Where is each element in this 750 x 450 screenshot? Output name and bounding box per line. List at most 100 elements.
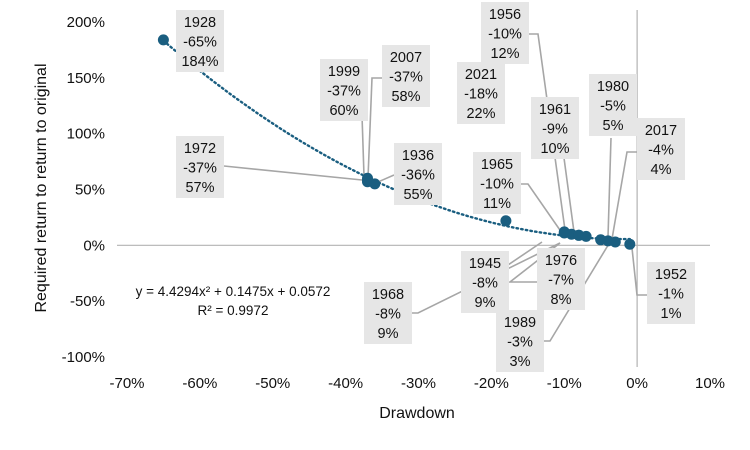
x-axis-title: Drawdown: [379, 405, 455, 422]
x-tick-label: -50%: [255, 375, 290, 392]
data-point-1976: [580, 230, 592, 242]
data-label-box-1965: [473, 152, 521, 214]
leader-line-1952: [631, 247, 647, 296]
data-label-1976-line-3: 8%: [551, 292, 572, 308]
trendline-r-squared: R² = 0.9972: [198, 303, 269, 318]
x-tick-label: 0%: [626, 375, 648, 392]
data-label-1968-line-3: 9%: [378, 326, 399, 342]
trendline-equation: y = 4.4294x² + 0.1475x + 0.0572: [136, 284, 331, 299]
data-label-1945-line-1: 1945: [469, 256, 501, 272]
data-label-1968-line-2: -8%: [375, 307, 401, 323]
data-label-1956-line-1: 1956: [489, 7, 521, 23]
data-label-1999-line-3: 60%: [329, 103, 358, 119]
y-tick-label: 50%: [75, 182, 105, 199]
data-label-1980-line-3: 5%: [603, 118, 624, 134]
x-tick-label: 10%: [695, 375, 725, 392]
data-label-box-2021: [457, 62, 505, 124]
data-label-box-2017: [637, 118, 685, 180]
data-label-2021-line-1: 2021: [465, 67, 497, 83]
leader-line-2017: [611, 151, 637, 240]
leader-line-1965: [519, 183, 563, 234]
data-point-1936: [369, 178, 381, 190]
data-label-1968-line-1: 1968: [372, 287, 404, 303]
leader-line-1961: [563, 157, 575, 233]
data-point-1928: [157, 34, 169, 46]
data-label-1965-line-2: -10%: [480, 177, 514, 193]
data-label-box-1999: [320, 59, 368, 121]
leader-line-1936: [377, 174, 395, 183]
data-label-1989-line-1: 1989: [504, 315, 536, 331]
data-label-1972-line-3: 57%: [185, 180, 214, 196]
data-label-1961-line-3: 10%: [540, 141, 569, 157]
leader-line-1956: [526, 33, 566, 231]
data-label-1928-line-3: 184%: [181, 54, 218, 70]
data-point-1989: [609, 236, 621, 248]
data-label-1999-line-2: -37%: [327, 84, 361, 100]
y-tick-label: -100%: [62, 349, 105, 366]
x-tick-label: -40%: [328, 375, 363, 392]
data-label-1936-line-1: 1936: [402, 148, 434, 164]
data-label-box-1952: [647, 262, 695, 324]
data-label-1936-line-3: 55%: [403, 187, 432, 203]
data-label-1928-line-2: -65%: [183, 35, 217, 51]
data-label-1989-line-3: 3%: [510, 354, 531, 370]
data-label-1976-line-1: 1976: [545, 253, 577, 269]
data-label-1999-line-1: 1999: [328, 64, 360, 80]
data-label-2021-line-2: -18%: [464, 87, 498, 103]
data-label-2021-line-3: 22%: [466, 106, 495, 122]
y-tick-label: 0%: [83, 237, 105, 254]
data-label-box-1936: [394, 143, 442, 205]
data-label-1928-line-1: 1928: [184, 15, 216, 31]
data-label-2007-line-1: 2007: [390, 50, 422, 66]
data-point-2021: [500, 215, 512, 227]
x-tick-label: -70%: [109, 375, 144, 392]
data-label-1956-line-3: 12%: [490, 46, 519, 62]
data-label-box-1980: [589, 74, 637, 136]
data-label-box-1956: [481, 2, 529, 64]
data-label-box-1961: [531, 97, 579, 159]
y-tick-label: -50%: [70, 293, 105, 310]
y-axis-title: Required return to return to original: [33, 63, 50, 312]
data-label-box-1989: [496, 310, 544, 372]
data-label-2017-line-2: -4%: [648, 143, 674, 159]
data-label-2017-line-3: 4%: [651, 162, 672, 178]
data-label-1952-line-2: -1%: [658, 287, 684, 303]
data-label-1972-line-1: 1972: [184, 141, 216, 157]
data-label-1976-line-2: -7%: [548, 273, 574, 289]
data-label-box-1972: [176, 136, 224, 198]
data-label-1961-line-2: -9%: [542, 122, 568, 138]
data-label-1945-line-3: 9%: [475, 295, 496, 311]
data-label-1936-line-2: -36%: [401, 168, 435, 184]
data-label-box-2007: [382, 45, 430, 107]
leader-line-1980: [607, 137, 612, 238]
data-label-1965-line-3: 11%: [483, 196, 511, 212]
data-label-2007-line-2: -37%: [389, 70, 423, 86]
leader-line-1972: [223, 165, 373, 182]
data-label-box-1976: [537, 248, 585, 310]
data-label-1956-line-2: -10%: [488, 27, 522, 43]
data-label-2007-line-3: 58%: [391, 89, 420, 105]
data-label-1989-line-2: -3%: [507, 335, 533, 351]
data-label-1952-line-3: 1%: [661, 306, 682, 322]
x-tick-label: -20%: [474, 375, 509, 392]
x-tick-label: -60%: [182, 375, 217, 392]
data-point-1952: [624, 238, 636, 250]
data-label-1980-line-1: 1980: [597, 79, 629, 95]
data-label-1965-line-1: 1965: [481, 157, 513, 173]
data-label-1972-line-2: -37%: [183, 161, 217, 177]
data-label-box-1928: [176, 10, 224, 72]
data-label-1961-line-1: 1961: [539, 102, 571, 118]
x-tick-label: -30%: [401, 375, 436, 392]
data-label-1980-line-2: -5%: [600, 99, 626, 115]
data-label-box-1945: [461, 251, 509, 313]
data-label-2017-line-1: 2017: [645, 123, 677, 139]
x-tick-label: -10%: [547, 375, 582, 392]
data-label-box-1968: [364, 282, 412, 344]
leader-line-1968: [410, 242, 561, 314]
leader-line-1999: [361, 114, 365, 177]
y-tick-label: 150%: [67, 70, 105, 87]
leader-line-1945: [507, 241, 543, 266]
y-tick-label: 200%: [67, 14, 105, 31]
y-tick-label: 100%: [67, 126, 105, 143]
